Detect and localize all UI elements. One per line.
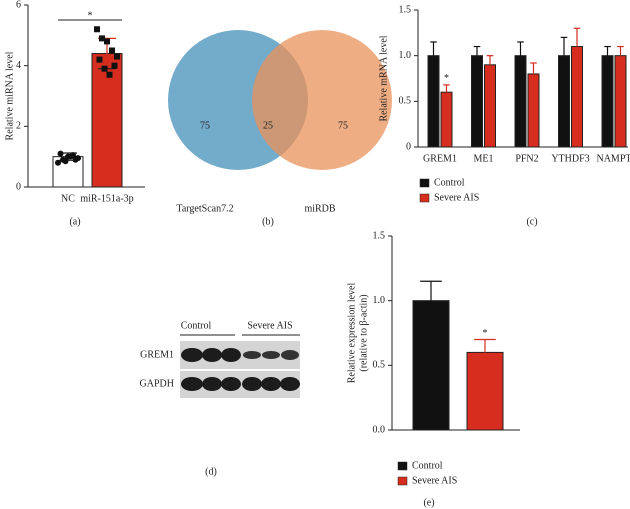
- bar: [471, 55, 483, 148]
- legend-swatch: [397, 461, 408, 471]
- band: [243, 351, 261, 359]
- venn: 75 25 75 TargetScan7.2 miRDB (b): [168, 30, 392, 227]
- legend-swatch: [419, 193, 430, 203]
- venn-right: [252, 30, 392, 170]
- y-axis-label: (relative to β-actin): [358, 294, 369, 371]
- band: [280, 377, 300, 391]
- x-tick-label: YTHDF3: [551, 153, 589, 164]
- panel-label: (a): [69, 216, 80, 227]
- y-tick-label: 1.0: [373, 295, 386, 306]
- legend-swatch: [419, 178, 430, 188]
- data-point: [62, 158, 69, 165]
- data-point: [101, 65, 108, 72]
- group-label: Severe AIS: [247, 320, 292, 331]
- y-axis-label: Relative miRNA level: [4, 51, 15, 140]
- venn-label: miRDB: [304, 203, 335, 214]
- data-point: [72, 156, 79, 163]
- band: [181, 377, 203, 391]
- bar: [527, 73, 540, 148]
- band: [281, 350, 299, 360]
- x-tick-label: PFN2: [515, 153, 538, 164]
- row-label: GAPDH: [140, 378, 174, 389]
- panel-label: (c): [526, 216, 537, 227]
- band: [202, 348, 222, 362]
- significance-star: *: [88, 10, 93, 21]
- panel-label: (e): [423, 497, 434, 508]
- y-tick-label: 4: [16, 60, 21, 71]
- y-tick-label: 0.0: [373, 424, 386, 435]
- bar: [440, 91, 453, 148]
- panel-label: (d): [205, 466, 217, 477]
- data-point: [109, 47, 115, 54]
- data-point: [114, 53, 120, 60]
- data-point: [96, 56, 103, 63]
- y-tick-label: 0.5: [373, 360, 386, 371]
- legend-label: Severe AIS: [412, 475, 457, 486]
- row-label: GREM1: [140, 349, 174, 360]
- y-tick-label: 1.5: [399, 4, 412, 15]
- bar: [514, 55, 527, 148]
- y-axis-label: Relative expression level: [346, 283, 357, 384]
- y-tick-label: 1.0: [399, 50, 412, 61]
- panel-label: (b): [262, 216, 274, 227]
- y-tick-label: 0: [16, 181, 21, 192]
- legend-label: Control: [412, 460, 443, 471]
- bar: [558, 55, 570, 148]
- data-point: [104, 38, 110, 45]
- y-tick-label: 2: [16, 121, 21, 132]
- band: [221, 348, 241, 362]
- bar: [427, 55, 440, 148]
- bar: [412, 300, 450, 431]
- data-point: [57, 150, 64, 157]
- band: [202, 377, 222, 391]
- band: [262, 351, 280, 359]
- y-tick-label: 6: [16, 0, 21, 10]
- data-point: [111, 62, 118, 69]
- data-point: [99, 35, 105, 42]
- y-axis-label: Relative mRNA level: [378, 35, 389, 121]
- band: [261, 377, 281, 391]
- y-tick-label: 1.5: [373, 230, 386, 241]
- x-tick-label: NAMPT: [596, 153, 630, 164]
- significance-star: *: [444, 73, 449, 84]
- y-tick-label: 0.5: [399, 96, 412, 107]
- venn-count: 75: [338, 120, 348, 131]
- legend-swatch: [397, 476, 408, 486]
- significance-star: *: [483, 328, 488, 339]
- venn-label: TargetScan7.2: [176, 203, 233, 214]
- bar: [614, 55, 627, 148]
- group-label: Control: [181, 320, 212, 331]
- bar: [484, 64, 496, 148]
- blot: Control Severe AIS GREM1 GAPDH (d): [140, 320, 300, 477]
- x-tick-label: NC: [61, 193, 75, 204]
- y-tick-label: 0: [406, 141, 411, 152]
- band: [242, 377, 262, 391]
- x-tick-label: GREM1: [423, 153, 457, 164]
- band: [221, 377, 241, 391]
- bar: [571, 46, 583, 148]
- venn-count: 75: [200, 120, 210, 131]
- data-point: [106, 71, 113, 78]
- bar: [601, 55, 614, 148]
- bar: [466, 351, 504, 431]
- legend-label: Severe AIS: [434, 192, 479, 203]
- band: [181, 348, 203, 362]
- data-point: [67, 153, 74, 160]
- legend-label: Control: [434, 177, 465, 188]
- data-point: [94, 26, 100, 33]
- venn-count: 25: [263, 120, 273, 131]
- data-point: [55, 159, 61, 166]
- x-tick-label: miR-151a-3p: [80, 193, 133, 204]
- x-tick-label: ME1: [474, 153, 494, 164]
